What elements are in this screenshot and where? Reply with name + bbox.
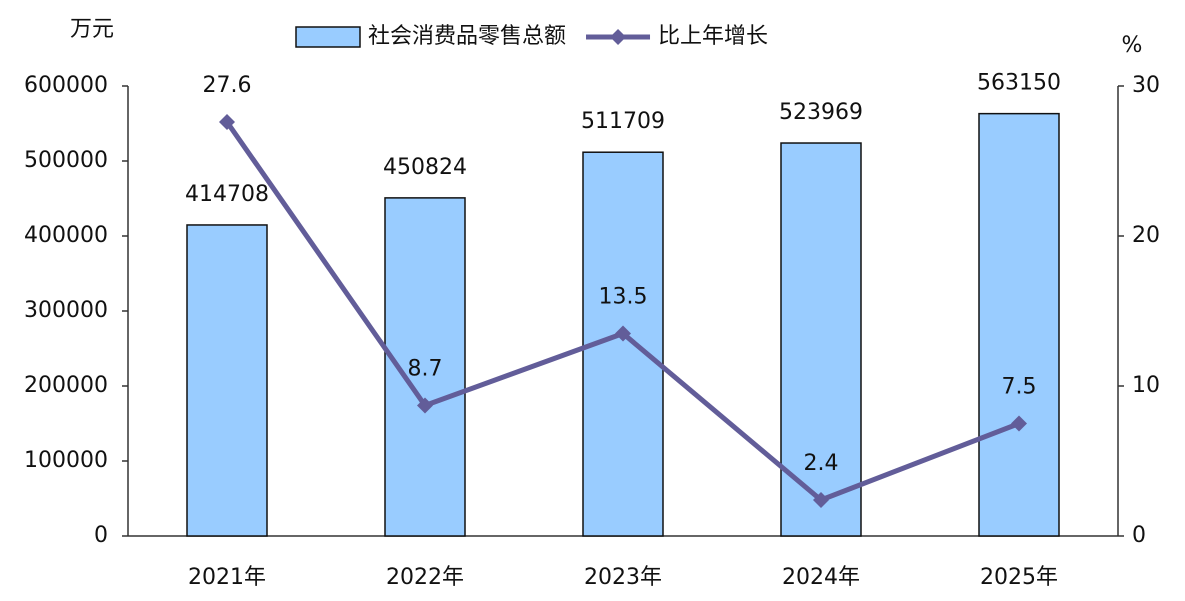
y2-tick-label: 0 bbox=[1132, 523, 1146, 548]
bar-value-label: 511709 bbox=[581, 109, 665, 134]
bar bbox=[978, 112, 1060, 537]
legend-label: 社会消费品零售总额 bbox=[368, 24, 566, 49]
line-marker bbox=[417, 397, 433, 414]
line-value-label: 2.4 bbox=[804, 451, 839, 476]
y-tick-label: 400000 bbox=[24, 223, 108, 248]
legend-swatch bbox=[295, 26, 361, 48]
bar bbox=[186, 224, 268, 537]
x-tick-label: 2024年 bbox=[782, 565, 860, 590]
bar-value-label: 414708 bbox=[185, 182, 269, 207]
y2-tick-label: 10 bbox=[1132, 373, 1160, 398]
x-tick-label: 2025年 bbox=[980, 565, 1058, 590]
line-value-label: 7.5 bbox=[1002, 375, 1037, 400]
x-tick-label: 2021年 bbox=[188, 565, 266, 590]
x-tick-label: 2022年 bbox=[386, 565, 464, 590]
y-tick-label: 600000 bbox=[24, 73, 108, 98]
legend-label: 比上年增长 bbox=[658, 24, 768, 49]
line-marker bbox=[1011, 415, 1027, 432]
line-marker bbox=[615, 325, 631, 342]
y2-tick-label: 20 bbox=[1132, 223, 1160, 248]
y2-tick-label: 30 bbox=[1132, 73, 1160, 98]
bar-value-label: 563150 bbox=[977, 71, 1061, 96]
line-marker bbox=[219, 114, 235, 130]
line-value-label: 27.6 bbox=[203, 73, 252, 98]
line-value-label: 13.5 bbox=[599, 285, 648, 310]
y-tick-label: 0 bbox=[94, 523, 108, 548]
y-tick-label: 100000 bbox=[24, 448, 108, 473]
line-marker bbox=[813, 492, 829, 508]
y-axis-label: 万元 bbox=[70, 17, 114, 42]
y-tick-label: 500000 bbox=[24, 148, 108, 173]
bar-value-label: 523969 bbox=[779, 100, 863, 125]
legend-swatch-marker bbox=[610, 29, 627, 45]
bar bbox=[780, 142, 862, 537]
bar-value-label: 450824 bbox=[383, 155, 467, 180]
y2-axis-label: % bbox=[1122, 33, 1143, 58]
y-tick-label: 200000 bbox=[24, 373, 108, 398]
x-tick-label: 2023年 bbox=[584, 565, 662, 590]
y-tick-label: 300000 bbox=[24, 298, 108, 323]
line-value-label: 8.7 bbox=[408, 357, 443, 382]
